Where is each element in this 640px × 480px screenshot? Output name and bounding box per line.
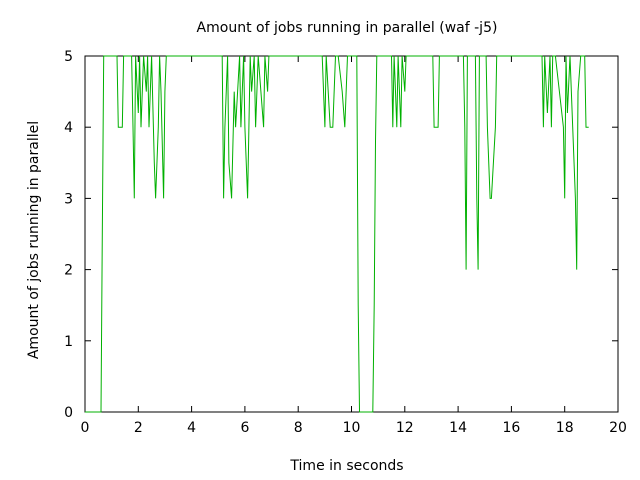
x-tick-label: 16 bbox=[502, 420, 520, 436]
x-tick-label: 4 bbox=[187, 420, 196, 436]
y-tick-label: 3 bbox=[64, 191, 73, 207]
x-axis: 0 2 4 6 8 10 12 14 16 18 20 bbox=[81, 56, 627, 436]
y-tick-label: 4 bbox=[64, 120, 73, 136]
y-axis-label: Amount of jobs running in parallel bbox=[26, 121, 42, 359]
x-axis-label: Time in seconds bbox=[289, 458, 403, 474]
x-tick-label: 2 bbox=[134, 420, 143, 436]
x-tick-label: 10 bbox=[343, 420, 361, 436]
x-tick-label: 8 bbox=[294, 420, 303, 436]
x-tick-label: 20 bbox=[609, 420, 627, 436]
y-tick-label: 1 bbox=[64, 334, 73, 350]
x-tick-label: 14 bbox=[449, 420, 467, 436]
x-tick-label: 6 bbox=[240, 420, 249, 436]
x-tick-label: 18 bbox=[556, 420, 574, 436]
x-tick-label: 0 bbox=[81, 420, 90, 436]
y-tick-label: 2 bbox=[64, 263, 73, 279]
series-layer bbox=[85, 55, 589, 413]
y-tick-label: 5 bbox=[64, 49, 73, 65]
x-tick-label: 12 bbox=[396, 420, 414, 436]
series-line-jobs bbox=[85, 55, 589, 413]
y-tick-label: 0 bbox=[64, 405, 73, 421]
chart-title: Amount of jobs running in parallel (waf … bbox=[197, 20, 498, 36]
